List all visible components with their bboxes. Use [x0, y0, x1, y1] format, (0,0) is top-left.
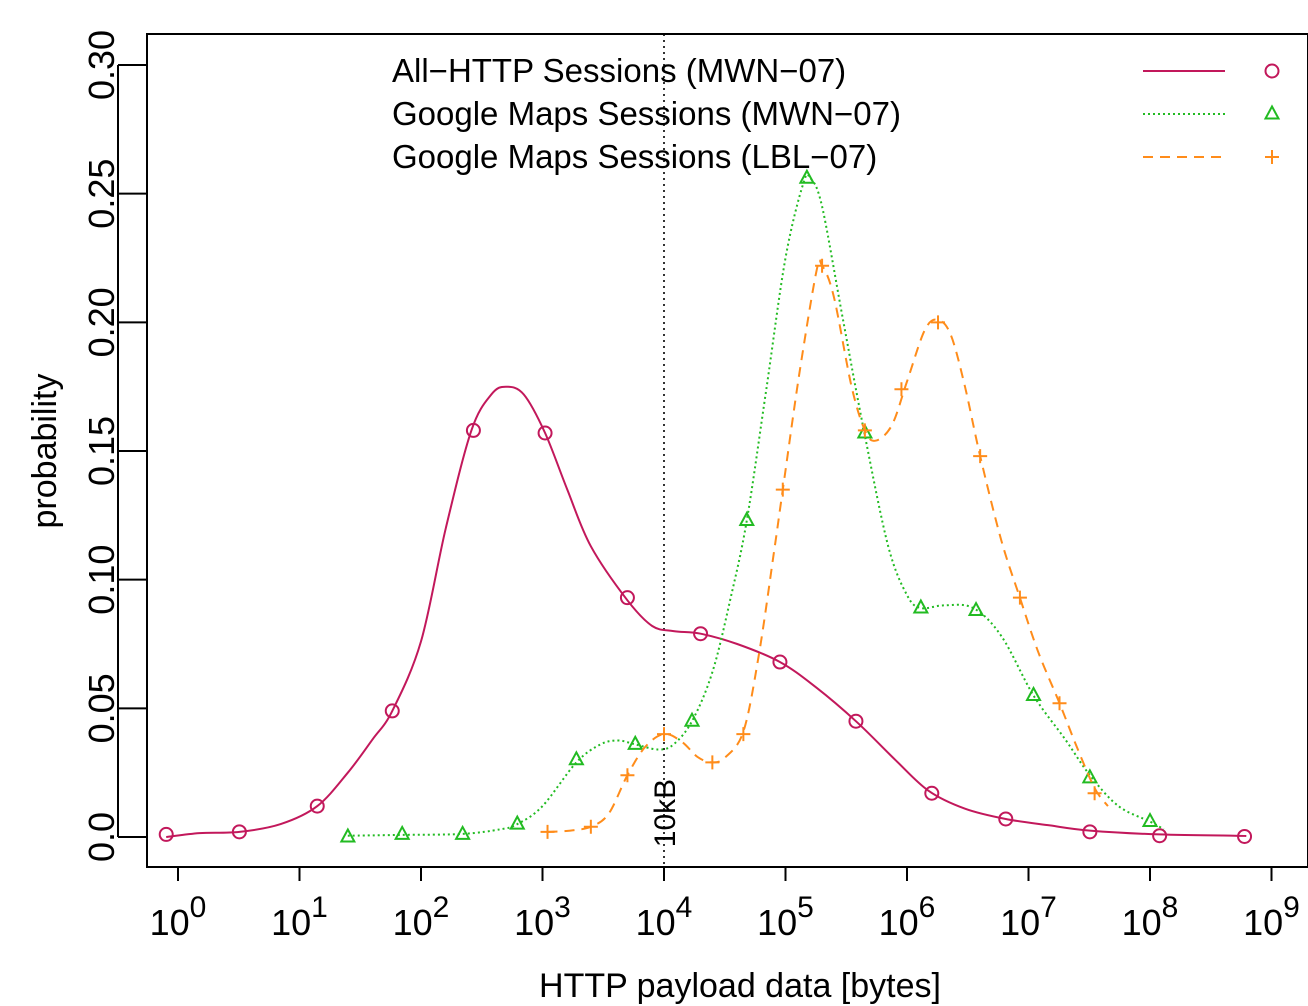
data-point — [738, 510, 755, 526]
data-point — [815, 258, 830, 273]
data-point — [693, 626, 709, 642]
data-point — [158, 826, 174, 842]
data-point — [231, 824, 247, 840]
data-point — [465, 422, 481, 438]
data-point — [509, 814, 526, 830]
series-3 — [540, 258, 1109, 839]
data-point — [454, 824, 471, 840]
x-tick-label: 101 — [271, 891, 328, 943]
x-tick-label: 105 — [757, 891, 814, 943]
y-axis: 0.0 0.05 0.10 0.15 0.20 0.25 0.30 — [81, 30, 147, 862]
data-point — [384, 703, 400, 719]
data-point — [772, 654, 788, 670]
series-line — [347, 173, 1165, 837]
data-point — [1082, 824, 1098, 840]
legend: All−HTTP Sessions (MWN−07) Google Maps Se… — [392, 52, 1281, 175]
x-tick-label: 103 — [514, 891, 571, 943]
series-line — [547, 258, 1109, 833]
ref-line-label: 10kB — [649, 779, 682, 847]
data-point — [775, 482, 790, 497]
y-tick-label: 0.25 — [81, 159, 122, 229]
y-tick-label: 0.20 — [81, 287, 122, 357]
data-point — [705, 755, 720, 770]
y-tick-label: 0.05 — [81, 673, 122, 743]
data-point — [540, 824, 555, 839]
series-1 — [158, 385, 1253, 844]
x-tick-label: 100 — [150, 891, 207, 943]
data-point — [309, 798, 325, 814]
data-point — [339, 827, 357, 843]
y-tick-label: 0.0 — [81, 812, 122, 862]
data-point — [1263, 104, 1281, 120]
data-point — [857, 423, 872, 438]
x-tick-label: 109 — [1243, 891, 1300, 943]
data-point — [1265, 150, 1279, 164]
data-point — [537, 425, 553, 441]
y-tick-label: 0.10 — [81, 545, 122, 615]
legend-label: All−HTTP Sessions (MWN−07) — [392, 52, 846, 89]
data-point — [1237, 828, 1253, 844]
data-point — [1152, 828, 1168, 844]
x-tick-label: 106 — [879, 891, 936, 943]
data-point — [583, 819, 598, 834]
data-point — [683, 711, 701, 727]
legend-label: Google Maps Sessions (MWN−07) — [392, 95, 901, 132]
x-tick-label: 104 — [636, 891, 693, 943]
data-point — [619, 590, 635, 606]
data-point — [620, 768, 635, 783]
data-point — [798, 168, 816, 184]
data-point — [856, 423, 874, 439]
x-axis-title: HTTP payload data [bytes] — [539, 967, 941, 1005]
y-tick-label: 0.30 — [81, 30, 122, 100]
data-point — [394, 824, 411, 840]
series-2 — [339, 168, 1165, 843]
data-point — [931, 315, 946, 330]
data-point — [1264, 63, 1280, 79]
data-point — [924, 785, 940, 801]
data-point — [1141, 811, 1159, 828]
data-point — [568, 750, 585, 766]
y-axis-title: probability — [26, 374, 64, 529]
legend-label: Google Maps Sessions (LBL−07) — [392, 138, 877, 175]
x-axis: 100 101 102 103 104 105 106 107 108 109 — [150, 866, 1308, 943]
series-line — [166, 385, 1247, 838]
data-point — [1081, 768, 1099, 784]
data-point — [998, 811, 1014, 827]
series-layer — [158, 168, 1253, 844]
data-point — [736, 727, 751, 742]
data-point — [1025, 685, 1042, 701]
x-tick-label: 108 — [1122, 891, 1179, 943]
data-point — [1052, 696, 1067, 711]
x-tick-label: 107 — [1000, 891, 1057, 943]
data-point — [657, 727, 671, 742]
data-point — [627, 734, 644, 750]
data-point — [894, 382, 909, 397]
data-point — [967, 600, 985, 617]
y-tick-label: 0.15 — [81, 416, 122, 486]
data-point — [848, 713, 864, 729]
data-point — [1012, 590, 1027, 605]
data-point — [1087, 786, 1102, 801]
data-point — [973, 449, 988, 464]
data-point — [912, 598, 930, 614]
x-tick-label: 102 — [393, 891, 450, 943]
